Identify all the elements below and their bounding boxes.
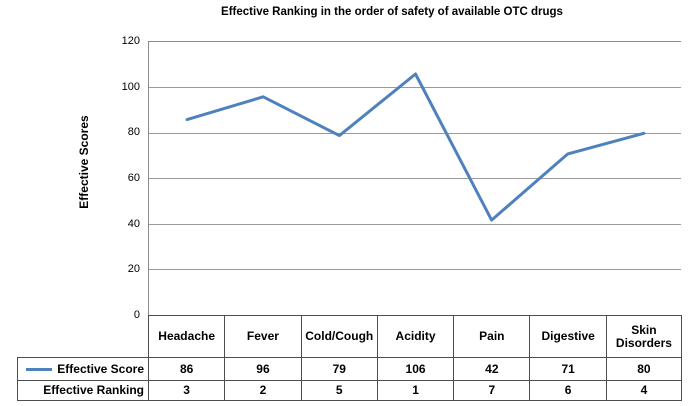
- category-header: Digestive: [529, 315, 606, 357]
- line-series-svg: [185, 72, 646, 222]
- score-value: 86: [148, 357, 225, 380]
- category-header: Cold/Cough: [300, 315, 377, 357]
- table-corner-cell: [17, 315, 148, 357]
- y-tick-40: 40: [127, 218, 140, 230]
- score-value: 96: [224, 357, 301, 380]
- ranking-value: 2: [224, 380, 301, 401]
- chart-title: Effective Ranking in the order of safety…: [221, 6, 563, 18]
- gridline-60: [149, 178, 681, 180]
- ranking-value: 6: [529, 380, 606, 401]
- y-tick-100: 100: [121, 81, 140, 93]
- y-tick-80: 80: [127, 126, 140, 138]
- category-header: Acidity: [376, 315, 454, 357]
- y-tick-0: 0: [133, 309, 140, 321]
- line-series-legend-icon: [26, 367, 53, 371]
- gridline-40: [149, 223, 681, 225]
- y-axis-title: Effective Scores: [77, 115, 91, 209]
- legend-label: Effective Score: [57, 361, 144, 376]
- legend-label: Effective Ranking: [43, 383, 144, 397]
- plot-area: [148, 41, 681, 315]
- category-header: Headache: [148, 315, 225, 357]
- gridline-100: [149, 87, 681, 89]
- ranking-value: 3: [148, 380, 225, 401]
- data-table: Headache Fever Cold/Cough Acidity Pain D…: [17, 315, 683, 401]
- score-value: 80: [605, 357, 683, 380]
- y-tick-60: 60: [127, 172, 140, 184]
- ranking-value: 5: [300, 380, 377, 401]
- score-value: 79: [300, 357, 377, 380]
- ranking-value: 1: [376, 380, 454, 401]
- gridline-20: [149, 269, 681, 271]
- legend-effective-ranking: Effective Ranking: [17, 380, 148, 401]
- gridline-80: [149, 132, 681, 134]
- ranking-value: 4: [605, 380, 683, 401]
- y-tick-120: 120: [121, 35, 140, 47]
- score-value: 71: [529, 357, 606, 380]
- category-header: Skin Disorders: [605, 315, 683, 357]
- ranking-value: 7: [453, 380, 530, 401]
- y-tick-20: 20: [127, 263, 140, 275]
- score-value: 42: [453, 357, 530, 380]
- category-header: Pain: [453, 315, 530, 357]
- score-value: 106: [376, 357, 454, 380]
- category-header: Fever: [224, 315, 301, 357]
- effective-score-line: [185, 72, 646, 222]
- legend-effective-score: Effective Score: [17, 357, 148, 380]
